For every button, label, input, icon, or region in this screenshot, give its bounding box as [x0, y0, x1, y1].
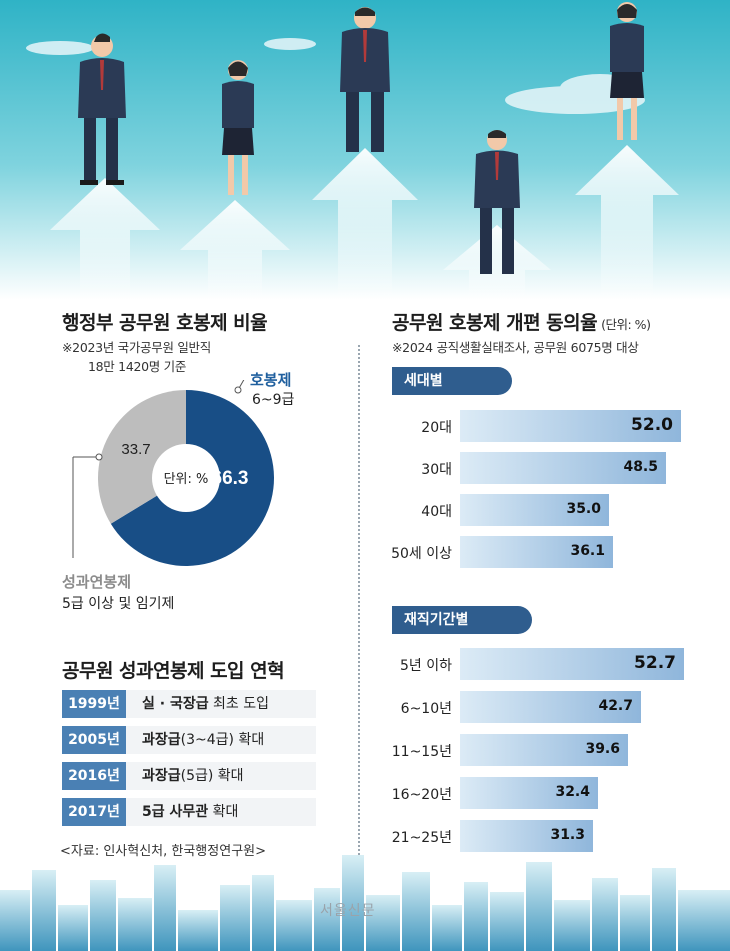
perf-label: 성과연봉제: [62, 573, 132, 591]
up-arrow-icon: [50, 145, 679, 300]
timeline-row: 2016년 과장급(5급) 확대: [62, 762, 316, 790]
bar-category-label: 40대: [421, 504, 452, 520]
hero-illustration: [0, 0, 730, 300]
bar-value-label: 48.5: [623, 459, 658, 475]
timeline-year: 2017년: [62, 798, 126, 826]
businessman-icon: [474, 130, 520, 274]
timeline-desc-rest: 확대: [208, 804, 239, 820]
right-chart-title: 공무원 호봉제 개편 동의율 (단위: %): [392, 308, 651, 335]
bar-generation: [460, 452, 666, 484]
left-chart-note-2: 18만 1420명 기준: [88, 359, 187, 374]
timeline-row: 2017년 5급 사무관 확대: [62, 798, 316, 826]
timeline-year: 1999년: [62, 690, 126, 718]
bar-value-label: 36.1: [570, 543, 605, 559]
bar-tenure: [460, 691, 641, 723]
timeline-desc: 5급 사무관 확대: [142, 798, 238, 826]
left-chart-note: ※2023년 국가공무원 일반직: [62, 340, 211, 355]
bar-value-label: 52.7: [634, 653, 676, 673]
bar-value-label: 52.0: [631, 415, 673, 435]
timeline-row: 1999년 실 · 국장급 최초 도입: [62, 690, 316, 718]
timeline-year: 2005년: [62, 726, 126, 754]
panel-divider: [358, 345, 360, 855]
timeline-desc-strong: 과장급: [142, 732, 181, 748]
right-chart-unit: (단위: %): [601, 317, 651, 332]
right-chart-note: ※2024 공직생활실태조사, 공무원 6075명 대상: [392, 340, 639, 355]
businessman-icon: [78, 33, 126, 185]
hobong-leader-dot: [234, 386, 242, 394]
timeline-title: 공무원 성과연봉제 도입 연혁: [62, 660, 285, 682]
watermark: 서울신문: [320, 903, 376, 919]
timeline-desc-strong: 실 · 국장급: [142, 696, 209, 712]
timeline-desc: 과장급(5급) 확대: [142, 762, 244, 790]
bar-category-label: 21~25년: [391, 830, 452, 846]
bar-category-label: 50세 이상: [391, 546, 452, 562]
tab-tenure: 재직기간별: [392, 606, 532, 634]
bar-category-label: 20대: [421, 420, 452, 436]
bar-tenure: [460, 734, 628, 766]
perf-leader-dot: [95, 453, 103, 461]
timeline-desc: 과장급(3~4급) 확대: [142, 726, 264, 754]
donut-chart: 66.3 33.7 단위: %: [72, 380, 275, 566]
hobong-sublabel: 6~9급: [252, 392, 295, 408]
city-skyline: [0, 855, 730, 951]
timeline-row: 2005년 과장급(3~4급) 확대: [62, 726, 316, 754]
bar-value-label: 35.0: [566, 501, 601, 517]
bar-value-label: 39.6: [585, 741, 620, 757]
timeline-desc-strong: 5급 사무관: [142, 804, 209, 820]
slice-label-hobong: 66.3: [212, 468, 249, 489]
timeline-desc-rest: 최초 도입: [208, 696, 270, 712]
bar-category-label: 11~15년: [391, 744, 452, 760]
timeline-desc-rest: (3~4급) 확대: [180, 732, 265, 748]
bar-tenure: [460, 820, 593, 852]
bar-category-label: 6~10년: [400, 701, 452, 717]
timeline-year: 2016년: [62, 762, 126, 790]
bar-category-label: 5년 이하: [400, 658, 452, 674]
right-chart-title-text: 공무원 호봉제 개편 동의율: [392, 312, 598, 334]
donut-center-unit: 단위: %: [164, 472, 209, 487]
bar-value-label: 32.4: [555, 784, 590, 800]
timeline-desc: 실 · 국장급 최초 도입: [142, 690, 269, 718]
bar-category-label: 16~20년: [391, 787, 452, 803]
businesswoman-icon: [222, 60, 254, 195]
bar-value-label: 31.3: [550, 827, 585, 843]
slice-label-perf: 33.7: [121, 441, 150, 458]
businessman-icon: [340, 7, 390, 152]
timeline-desc-strong: 과장급: [142, 768, 181, 784]
bar-generation: [460, 410, 681, 442]
timeline-desc-rest: (5급) 확대: [180, 768, 244, 784]
tab-generation: 세대별: [392, 367, 512, 395]
bar-value-label: 42.7: [598, 698, 633, 714]
bar-category-label: 30대: [421, 462, 452, 478]
bar-tenure: [460, 777, 598, 809]
left-chart-title: 행정부 공무원 호봉제 비율: [62, 312, 268, 334]
perf-sublabel: 5급 이상 및 임기제: [62, 596, 175, 612]
source-note: <자료: 인사혁신처, 한국행정연구원>: [60, 844, 267, 859]
bar-generation: [460, 494, 609, 526]
bar-tenure: [460, 648, 684, 680]
hobong-label: 호봉제: [250, 371, 292, 389]
bar-generation: [460, 536, 613, 568]
businesswoman-icon: [610, 2, 644, 140]
donut-hole: [152, 444, 220, 512]
